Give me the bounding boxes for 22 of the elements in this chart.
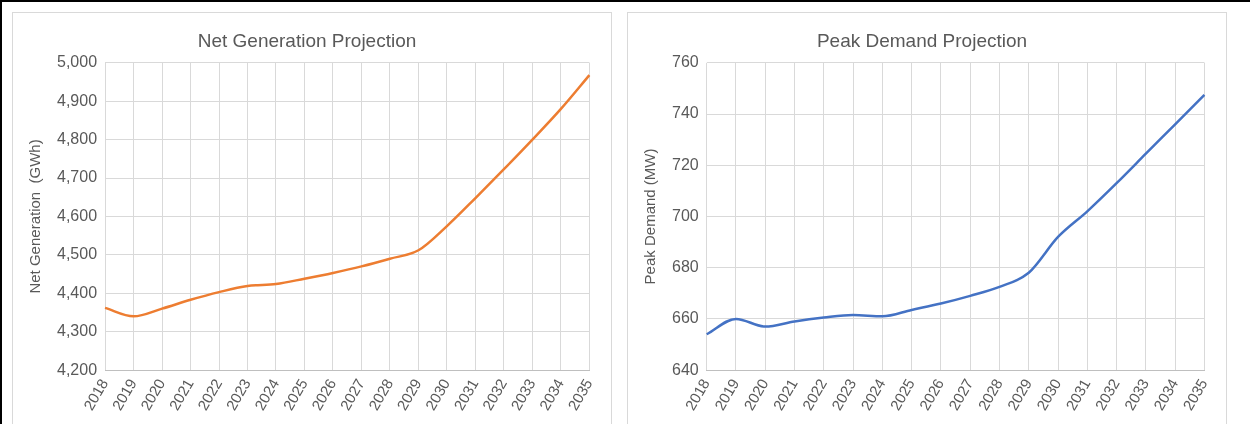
y-tick-label: 760 (671, 53, 699, 71)
y-tick-label: 700 (671, 206, 699, 224)
y-tick-label: 4,500 (56, 245, 98, 263)
y-tick-label: 4,600 (56, 206, 98, 224)
y-tick-label: 680 (671, 258, 699, 276)
chart-title: Peak Demand Projection (816, 29, 1028, 51)
y-tick-label: 740 (671, 104, 699, 122)
y-tick-label: 4,900 (56, 91, 98, 109)
y-tick-label: 720 (671, 155, 699, 173)
y-tick-label: 4,800 (56, 130, 98, 148)
line-series (103, 73, 591, 318)
y-axis-title: Net Generation (GWh) (26, 139, 44, 294)
y-tick-label: 640 (671, 360, 699, 378)
y-tick-label: 5,000 (56, 53, 98, 71)
line-series (705, 93, 1206, 336)
chart-title: Net Generation Projection (197, 29, 417, 51)
y-tick-label: 4,400 (56, 283, 98, 301)
y-tick-label: 4,700 (56, 168, 98, 186)
y-axis-title: Peak Demand (MW) (641, 148, 659, 285)
y-tick-label: 4,200 (56, 360, 98, 378)
y-tick-label: 660 (671, 309, 699, 327)
y-tick-label: 4,300 (56, 322, 98, 340)
